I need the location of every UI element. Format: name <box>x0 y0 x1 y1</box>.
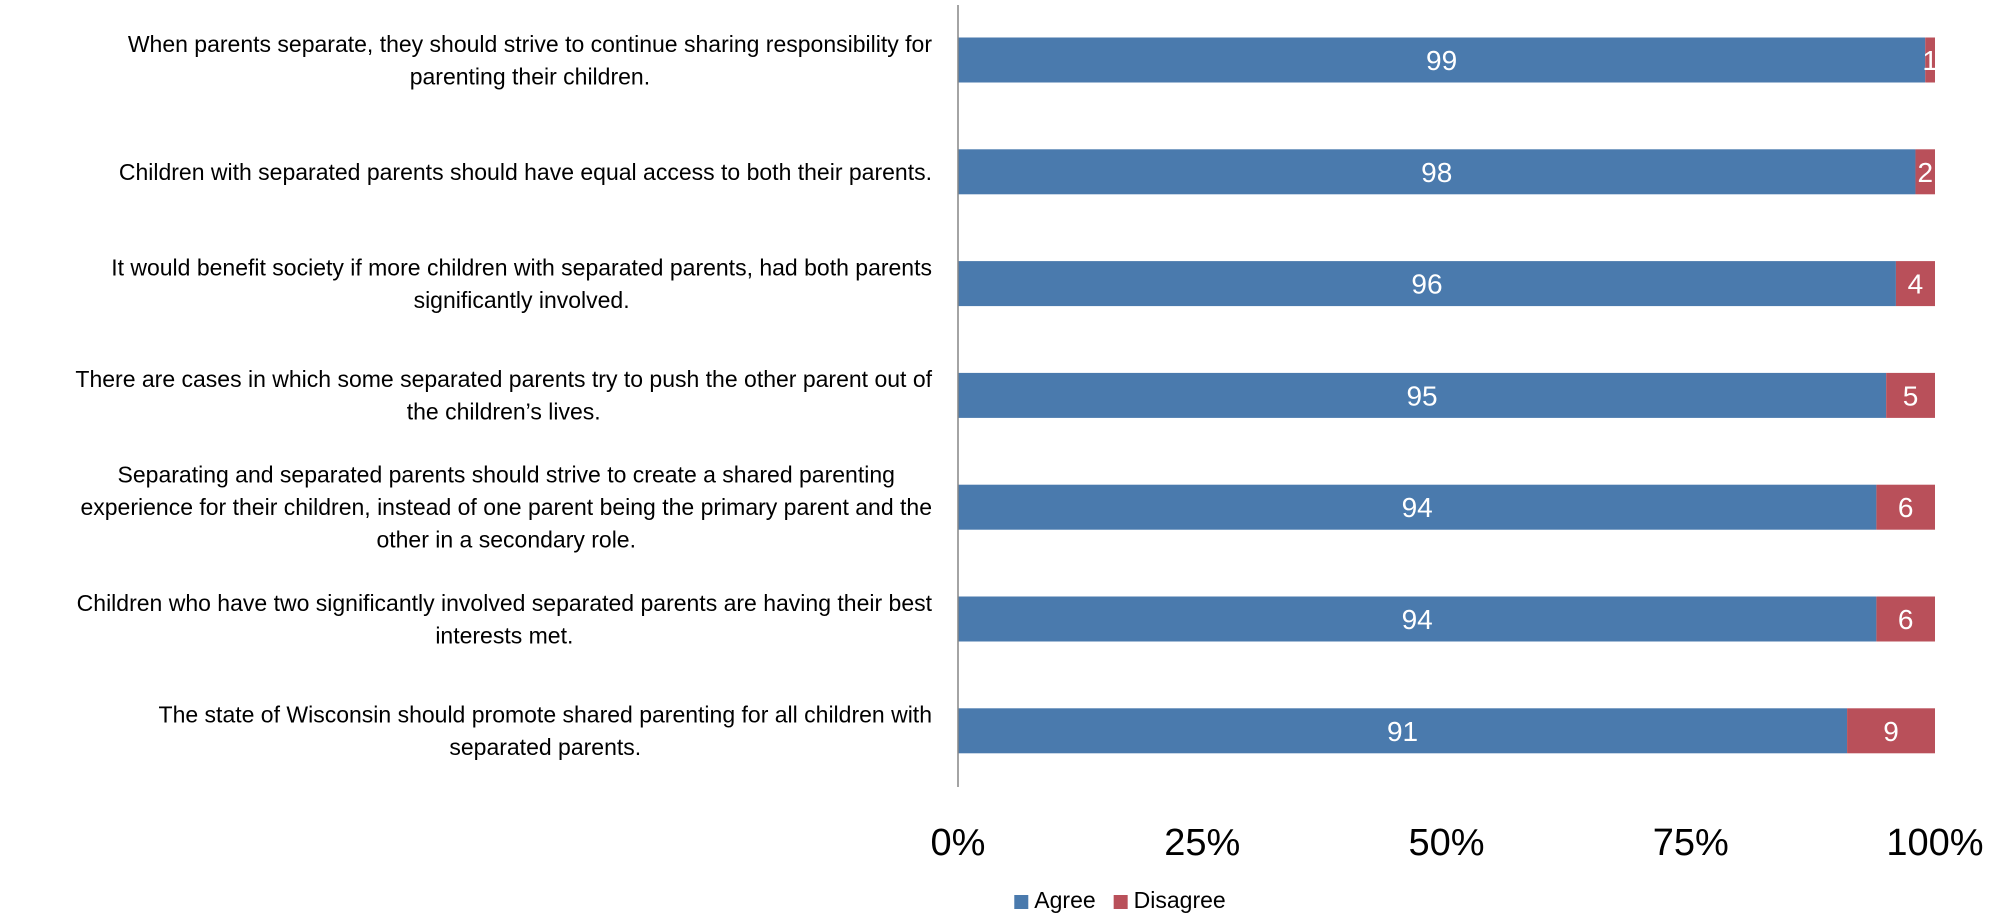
bar-agree-4 <box>958 372 1887 418</box>
bar-agree-7 <box>958 708 1848 754</box>
data-label-disagree: 6 <box>1898 604 1914 635</box>
x-axis-tick-labels: 0% 25% 50% 75% 100% <box>931 822 1984 864</box>
data-label-agree: 94 <box>1402 604 1433 635</box>
category-labels: When parents separate, they should striv… <box>75 31 932 760</box>
data-label-disagree: 9 <box>1883 716 1899 747</box>
bar-disagree-4 <box>1886 372 1935 418</box>
category-label-line: When parents separate, they should striv… <box>128 31 932 57</box>
category-label-line: parenting their children. <box>410 63 650 89</box>
bar-disagree-6 <box>1876 596 1935 642</box>
legend-item-disagree: Disagree <box>1113 887 1226 913</box>
legend-item-agree: Agree <box>1014 887 1096 913</box>
bar-agree-5 <box>958 484 1877 530</box>
category-label-line: experience for their children, instead o… <box>80 494 932 520</box>
x-tick-label: 100% <box>1886 822 1983 864</box>
category-label: When parents separate, they should striv… <box>128 31 932 90</box>
data-label-disagree: 6 <box>1898 492 1914 523</box>
x-tick-label: 50% <box>1408 822 1484 864</box>
category-label-line: Separating and separated parents should … <box>118 462 895 488</box>
data-label-agree: 98 <box>1421 157 1452 188</box>
x-tick-label: 0% <box>931 822 986 864</box>
data-label-agree: 94 <box>1402 492 1433 523</box>
legend-label: Agree <box>1034 887 1095 913</box>
category-label-line: significantly involved. <box>414 287 630 313</box>
category-label: Separating and separated parents should … <box>80 462 932 553</box>
x-tick-label: 25% <box>1164 822 1240 864</box>
bar-agree-6 <box>958 596 1877 642</box>
data-label-agree: 95 <box>1406 380 1437 411</box>
category-label-line: interests met. <box>435 622 573 648</box>
category-label: There are cases in which some separated … <box>75 366 932 425</box>
data-label-agree: 91 <box>1387 716 1418 747</box>
category-label: It would benefit society if more childre… <box>111 254 932 313</box>
legend-swatch <box>1014 895 1029 909</box>
category-label-line: other in a secondary role. <box>376 527 636 553</box>
category-label-line: There are cases in which some separated … <box>75 366 932 392</box>
x-tick-label: 75% <box>1653 822 1729 864</box>
data-label-disagree: 2 <box>1917 157 1933 188</box>
category-label-line: separated parents. <box>449 734 641 760</box>
bar-agree-3 <box>958 261 1896 307</box>
bar-disagree-5 <box>1876 484 1935 530</box>
category-label: Children who have two significantly invo… <box>77 590 933 649</box>
bars <box>958 37 1935 754</box>
data-label-disagree: 4 <box>1908 269 1924 300</box>
bar-disagree-7 <box>1847 708 1935 754</box>
category-label-line: The state of Wisconsin should promote sh… <box>159 702 932 728</box>
bar-agree-1 <box>958 37 1926 83</box>
bar-disagree-3 <box>1895 261 1935 307</box>
legend: Agree Disagree <box>1014 887 1226 913</box>
category-label-line: the children’s lives. <box>407 399 601 425</box>
category-label-line: It would benefit society if more childre… <box>111 254 932 280</box>
data-label-disagree: 1 <box>1922 45 1938 76</box>
bar-agree-2 <box>958 149 1916 195</box>
category-label-line: Children who have two significantly invo… <box>77 590 933 616</box>
category-label: The state of Wisconsin should promote sh… <box>159 702 932 761</box>
legend-swatch <box>1113 895 1128 909</box>
category-label: Children with separated parents should h… <box>119 159 932 185</box>
bar-disagree-1 <box>1925 37 1935 83</box>
data-label-disagree: 5 <box>1903 380 1919 411</box>
legend-label: Disagree <box>1134 887 1226 913</box>
data-label-agree: 99 <box>1426 45 1457 76</box>
bar-data-labels: 99 1 98 2 96 4 95 5 94 6 94 6 91 9 <box>1387 45 1938 747</box>
data-label-agree: 96 <box>1411 269 1442 300</box>
category-label-line: Children with separated parents should h… <box>119 159 932 185</box>
bar-disagree-2 <box>1915 149 1935 195</box>
